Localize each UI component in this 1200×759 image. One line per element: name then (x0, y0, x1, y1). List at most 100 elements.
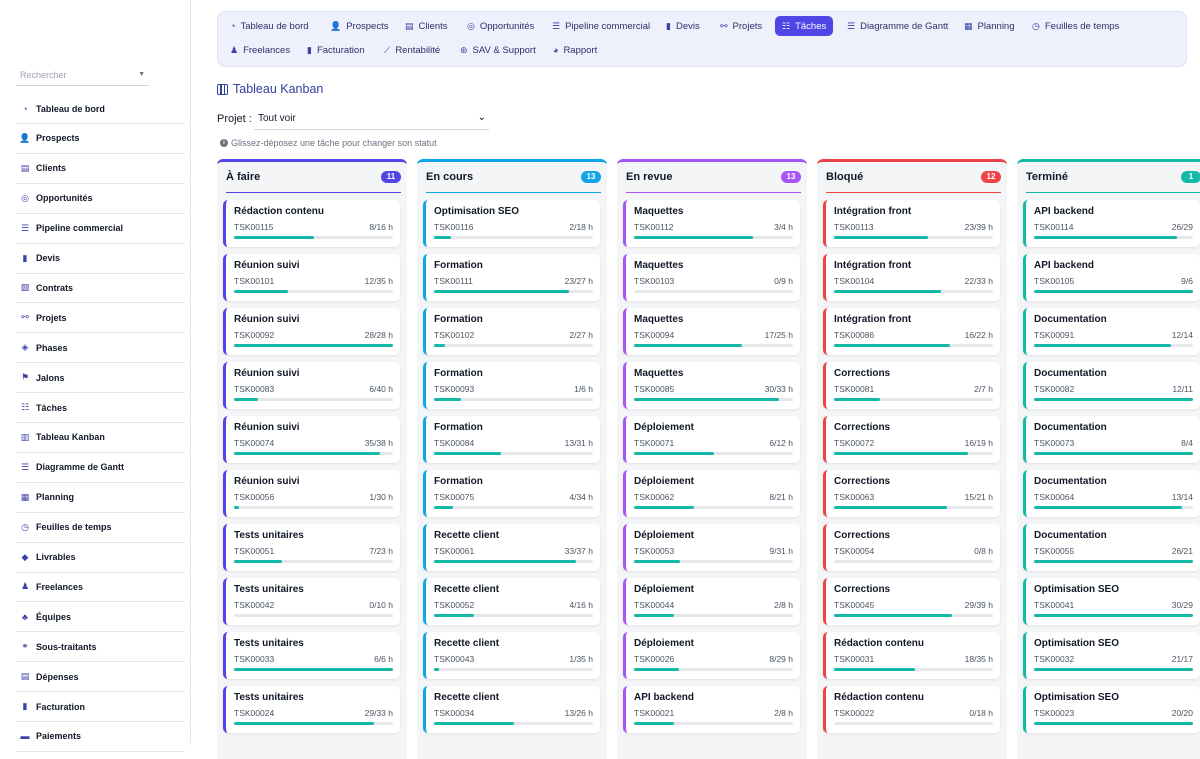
task-card[interactable]: API backend TSK00114 26/29 (1023, 200, 1200, 247)
task-card[interactable]: Documentation TSK00091 12/14 (1023, 308, 1200, 355)
task-card[interactable]: Tests unitaires TSK00024 29/33 h (223, 686, 400, 733)
task-progress-bar (634, 614, 793, 617)
task-card[interactable]: Déploiement TSK00044 2/8 h (623, 578, 800, 625)
task-card[interactable]: Tests unitaires TSK00051 7/23 h (223, 524, 400, 571)
task-card[interactable]: Formation TSK00093 1/6 h (423, 362, 600, 409)
task-card[interactable]: API backend TSK00105 9/6 (1023, 254, 1200, 301)
task-card[interactable]: Rédaction contenu TSK00031 18/35 h (823, 632, 1000, 679)
task-card[interactable]: Réunion suivi TSK00074 35/38 h (223, 416, 400, 463)
task-card[interactable]: Intégration front TSK00104 22/33 h (823, 254, 1000, 301)
nav-item[interactable]: ◕ Rapport (546, 40, 604, 60)
nav-item[interactable]: ◔ Tableau de bord (223, 16, 316, 36)
nav-item[interactable]: ◷ Feuilles de temps (1025, 16, 1126, 36)
sidebar-item[interactable]: ▮ Facturation (16, 692, 185, 722)
sidebar-item[interactable]: ◆ Livrables (16, 543, 185, 573)
task-card[interactable]: Documentation TSK00064 13/14 (1023, 470, 1200, 517)
sidebar-item[interactable]: ♟ Freelances (16, 572, 185, 603)
task-card[interactable]: Optimisation SEO TSK00032 21/17 (1023, 632, 1200, 679)
project-filter-select[interactable]: Tout voir ⌄ (254, 109, 489, 130)
column-title: En cours (426, 171, 474, 183)
sidebar-item[interactable]: ◎ Opportunités (16, 184, 185, 214)
task-card[interactable]: Optimisation SEO TSK00041 30/29 (1023, 578, 1200, 625)
task-card[interactable]: Déploiement TSK00053 9/31 h (623, 524, 800, 571)
sidebar-item[interactable]: ▮ Devis (16, 244, 185, 274)
sidebar-item[interactable]: ☷ Tâches (16, 393, 185, 423)
task-card[interactable]: Recette client TSK00043 1/35 h (423, 632, 600, 679)
sidebar-item[interactable]: ▤ Clients (16, 154, 185, 184)
task-card[interactable]: Documentation TSK00082 12/11 (1023, 362, 1200, 409)
task-id: TSK00042 (234, 600, 275, 610)
task-card[interactable]: Corrections TSK00054 0/8 h (823, 524, 1000, 571)
task-card[interactable]: Intégration front TSK00086 16/22 h (823, 308, 1000, 355)
nav-item[interactable]: ▮ Devis (659, 16, 707, 36)
nav-item[interactable]: ♟ Freelances (223, 40, 297, 60)
nav-item[interactable]: ⊛ SAV & Support (453, 40, 543, 60)
task-title: API backend (1034, 206, 1095, 217)
task-card[interactable]: Formation TSK00102 2/27 h (423, 308, 600, 355)
task-card[interactable]: Déploiement TSK00071 6/12 h (623, 416, 800, 463)
sidebar-item[interactable]: ▦ Planning (16, 483, 185, 513)
sidebar-item[interactable]: 👤 Prospects (16, 124, 185, 154)
sidebar-item[interactable]: ▨ Contrats (16, 273, 185, 304)
nav-item[interactable]: ⟋ Rentabilité (377, 40, 447, 60)
task-card[interactable]: Corrections TSK00072 16/19 h (823, 416, 1000, 463)
sidebar-item[interactable]: ▬ Paiements (16, 722, 185, 752)
nav-item[interactable]: ☰ Pipeline commercial (545, 16, 657, 36)
sidebar-item[interactable]: ⚭ Sous-traitants (16, 632, 185, 663)
nav-item[interactable]: ⚯ Projets (713, 16, 769, 36)
nav-item[interactable]: ▦ Planning (957, 16, 1022, 36)
task-card[interactable]: Réunion suivi TSK00101 12/35 h (223, 254, 400, 301)
task-card[interactable]: Maquettes TSK00085 30/33 h (623, 362, 800, 409)
column-header: Bloqué 12 (826, 171, 1001, 193)
nav-item-label: Tableau de bord (240, 20, 309, 32)
task-card[interactable]: Formation TSK00084 13/31 h (423, 416, 600, 463)
task-card[interactable]: Rédaction contenu TSK00022 0/18 h (823, 686, 1000, 733)
task-card[interactable]: Documentation TSK00055 26/21 (1023, 524, 1200, 571)
sidebar-item-label: Feuilles de temps (36, 522, 112, 533)
task-card[interactable]: Optimisation SEO TSK00023 20/20 (1023, 686, 1200, 733)
sidebar-search-select[interactable]: Rechercher ▼ (16, 66, 149, 86)
task-card[interactable]: Documentation TSK00073 8/4 (1023, 416, 1200, 463)
layers-icon: ◈ (21, 342, 29, 353)
task-progress-fill (634, 236, 754, 239)
task-card[interactable]: Corrections TSK00081 2/7 h (823, 362, 1000, 409)
nav-item[interactable]: ☷ Tâches (775, 16, 834, 36)
task-card[interactable]: Intégration front TSK00113 23/39 h (823, 200, 1000, 247)
task-card[interactable]: Rédaction contenu TSK00115 8/16 h (223, 200, 400, 247)
task-card[interactable]: Corrections TSK00063 15/21 h (823, 470, 1000, 517)
sidebar-item[interactable]: ◈ Phases (16, 333, 185, 364)
task-card[interactable]: Formation TSK00111 23/27 h (423, 254, 600, 301)
nav-item[interactable]: ◎ Opportunités (460, 16, 541, 36)
sidebar-item[interactable]: ▥ Tableau Kanban (16, 423, 185, 453)
task-card[interactable]: Réunion suivi TSK00083 6/40 h (223, 362, 400, 409)
task-card[interactable]: Formation TSK00075 4/34 h (423, 470, 600, 517)
nav-item[interactable]: ▮ Facturation (300, 40, 371, 60)
task-card[interactable]: Maquettes TSK00112 3/4 h (623, 200, 800, 247)
task-card[interactable]: Corrections TSK00045 29/39 h (823, 578, 1000, 625)
sidebar-item[interactable]: ⚑ Jalons (16, 363, 185, 394)
task-card[interactable]: Maquettes TSK00094 17/25 h (623, 308, 800, 355)
task-card[interactable]: Déploiement TSK00062 8/21 h (623, 470, 800, 517)
nav-item[interactable]: 👤 Prospects (323, 16, 395, 36)
task-card[interactable]: API backend TSK00021 2/8 h (623, 686, 800, 733)
task-card[interactable]: Tests unitaires TSK00042 0/10 h (223, 578, 400, 625)
sidebar-item[interactable]: ☰ Diagramme de Gantt (16, 453, 185, 483)
task-card[interactable]: Déploiement TSK00026 8/29 h (623, 632, 800, 679)
sidebar-item[interactable]: ☰ Pipeline commercial (16, 214, 185, 244)
task-card[interactable]: Recette client TSK00052 4/16 h (423, 578, 600, 625)
task-card[interactable]: Recette client TSK00034 13/26 h (423, 686, 600, 733)
sidebar-item[interactable]: ♣ Équipes (16, 602, 185, 633)
sidebar-item[interactable]: ▤ Dépenses (16, 662, 185, 693)
sidebar-item[interactable]: ⚯ Projets (16, 303, 185, 334)
task-card[interactable]: Maquettes TSK00103 0/9 h (623, 254, 800, 301)
nav-item[interactable]: ▤ Clients (398, 16, 455, 36)
clock-icon: ◷ (1032, 20, 1040, 31)
task-card[interactable]: Réunion suivi TSK00092 28/28 h (223, 308, 400, 355)
sidebar-item[interactable]: ◔ Tableau de bord (16, 94, 185, 124)
nav-item[interactable]: ☰ Diagramme de Gantt (840, 16, 955, 36)
task-card[interactable]: Tests unitaires TSK00033 6/6 h (223, 632, 400, 679)
task-card[interactable]: Optimisation SEO TSK00116 2/18 h (423, 200, 600, 247)
task-card[interactable]: Recette client TSK00061 33/37 h (423, 524, 600, 571)
sidebar-item[interactable]: ◷ Feuilles de temps (16, 513, 185, 543)
task-card[interactable]: Réunion suivi TSK00056 1/30 h (223, 470, 400, 517)
